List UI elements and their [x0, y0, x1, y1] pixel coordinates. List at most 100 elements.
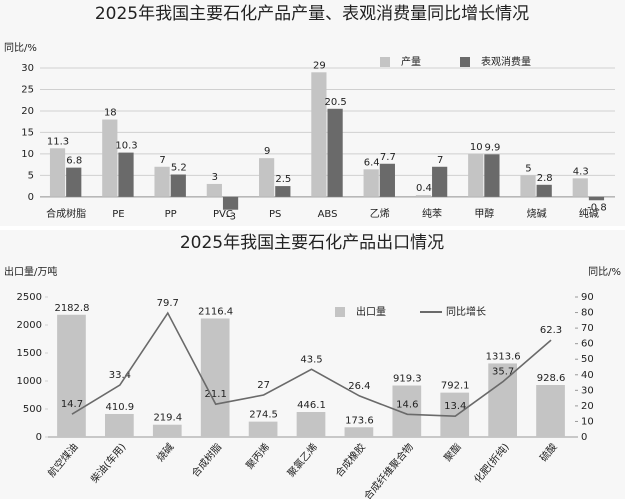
legend-label: 出口量: [356, 305, 386, 318]
data-label: 14.6: [396, 399, 418, 410]
y-tick-label: 5: [28, 170, 34, 181]
data-label: 10: [470, 142, 483, 153]
data-label: 5.2: [171, 162, 187, 173]
bar: [200, 318, 230, 437]
data-label: 7: [159, 155, 165, 166]
x-tick-label: PP: [165, 209, 177, 220]
bar: [588, 196, 605, 201]
bar: [392, 385, 422, 437]
y-tick-label: 2500: [17, 292, 42, 303]
data-label: 5: [525, 163, 531, 174]
y2-tick-label: 10: [581, 416, 594, 427]
y-tick-label: 30: [21, 63, 34, 74]
data-label: 3: [212, 172, 218, 183]
bar: [222, 196, 239, 210]
y2-tick-label: 40: [581, 370, 594, 381]
bar: [259, 158, 275, 197]
line: [71, 311, 552, 417]
data-label: 2182.8: [54, 303, 89, 314]
legend-label: 产量: [401, 55, 421, 68]
y-tick-label: 500: [23, 404, 42, 415]
y-tick-label: 0: [36, 432, 42, 443]
data-label: 2116.4: [198, 306, 233, 317]
data-label: 7: [437, 155, 443, 166]
separator: [0, 226, 625, 230]
data-label: 2.8: [537, 173, 553, 184]
bar: [572, 178, 588, 197]
y-tick-label: 0: [28, 192, 34, 203]
x-tick-label: PVC: [213, 209, 233, 220]
data-label: 14.7: [61, 399, 83, 410]
data-label: 4.3: [573, 166, 589, 177]
data-label: 928.6: [537, 373, 566, 384]
y2-tick-label: 20: [581, 401, 594, 412]
data-label: 9.9: [484, 142, 500, 153]
data-label: 410.9: [106, 402, 135, 413]
data-label: 1313.6: [486, 351, 521, 362]
bar: [105, 413, 134, 437]
bar: [170, 174, 186, 197]
data-label: 27: [257, 380, 270, 391]
data-label: 9: [264, 146, 270, 157]
data-label: -3: [226, 212, 236, 223]
x-tick-label: 烧碱: [527, 207, 547, 220]
bar: [206, 183, 222, 197]
bar: [536, 384, 565, 437]
x-tick-label: 纯碱: [579, 207, 599, 220]
data-label: 0.4: [416, 183, 432, 194]
x-tick-label: ABS: [318, 209, 338, 220]
bar: [468, 153, 484, 197]
bar: [102, 119, 118, 197]
x-tick-label: PS: [269, 209, 281, 220]
data-label: 43.5: [300, 354, 322, 365]
legend-swatch: [380, 57, 390, 67]
x-tick-label: 乙烯: [370, 207, 390, 220]
chart-title: 2025年我国主要石化产品产量、表观消费量同比增长情况: [95, 4, 529, 24]
bar: [363, 169, 379, 197]
bar: [248, 421, 278, 437]
bar: [415, 195, 432, 197]
data-label: 446.1: [297, 400, 326, 411]
x-tick-label: 合成树脂: [46, 207, 86, 220]
x-tick-label: 甲醇: [474, 207, 494, 220]
bar: [440, 392, 470, 437]
bar: [311, 72, 327, 197]
y2-tick-label: 80: [581, 308, 594, 319]
data-label: 6.8: [66, 156, 82, 167]
data-label: -0.8: [587, 202, 607, 213]
y2-tick-label: 90: [581, 292, 594, 303]
y2-tick-label: 30: [581, 385, 594, 396]
data-label: 20.5: [324, 97, 346, 108]
legend-label: 表观消费量: [481, 55, 531, 68]
y-tick-label: 2000: [17, 320, 42, 331]
bar: [432, 166, 448, 197]
legend-label: 同比增长: [446, 305, 486, 318]
data-label: 79.7: [157, 298, 179, 309]
y2-tick-label: 60: [581, 339, 594, 350]
x-tick-label: 纯苯: [422, 207, 442, 220]
bar: [296, 412, 326, 437]
y-tick-label: 1500: [17, 348, 42, 359]
legend-swatch: [460, 57, 470, 67]
bar: [57, 314, 86, 437]
data-label: 33.4: [109, 370, 131, 381]
bar: [379, 163, 395, 197]
data-label: 919.3: [393, 374, 422, 385]
y2-axis-label: 同比/%: [588, 266, 621, 278]
bar: [484, 154, 500, 197]
y-axis-label: 同比/%: [4, 42, 37, 54]
data-label: 10.3: [115, 141, 137, 152]
bar: [520, 175, 536, 197]
data-label: 35.7: [492, 366, 514, 377]
bar: [49, 148, 66, 197]
bar: [152, 424, 182, 437]
data-label: 274.5: [249, 410, 278, 421]
data-label: 21.1: [205, 389, 227, 400]
bar: [536, 184, 552, 197]
y-tick-label: 20: [21, 106, 34, 117]
data-label: 18: [104, 108, 117, 119]
data-label: 62.3: [540, 325, 562, 336]
data-label: 6.4: [364, 157, 380, 168]
bar: [154, 166, 170, 197]
